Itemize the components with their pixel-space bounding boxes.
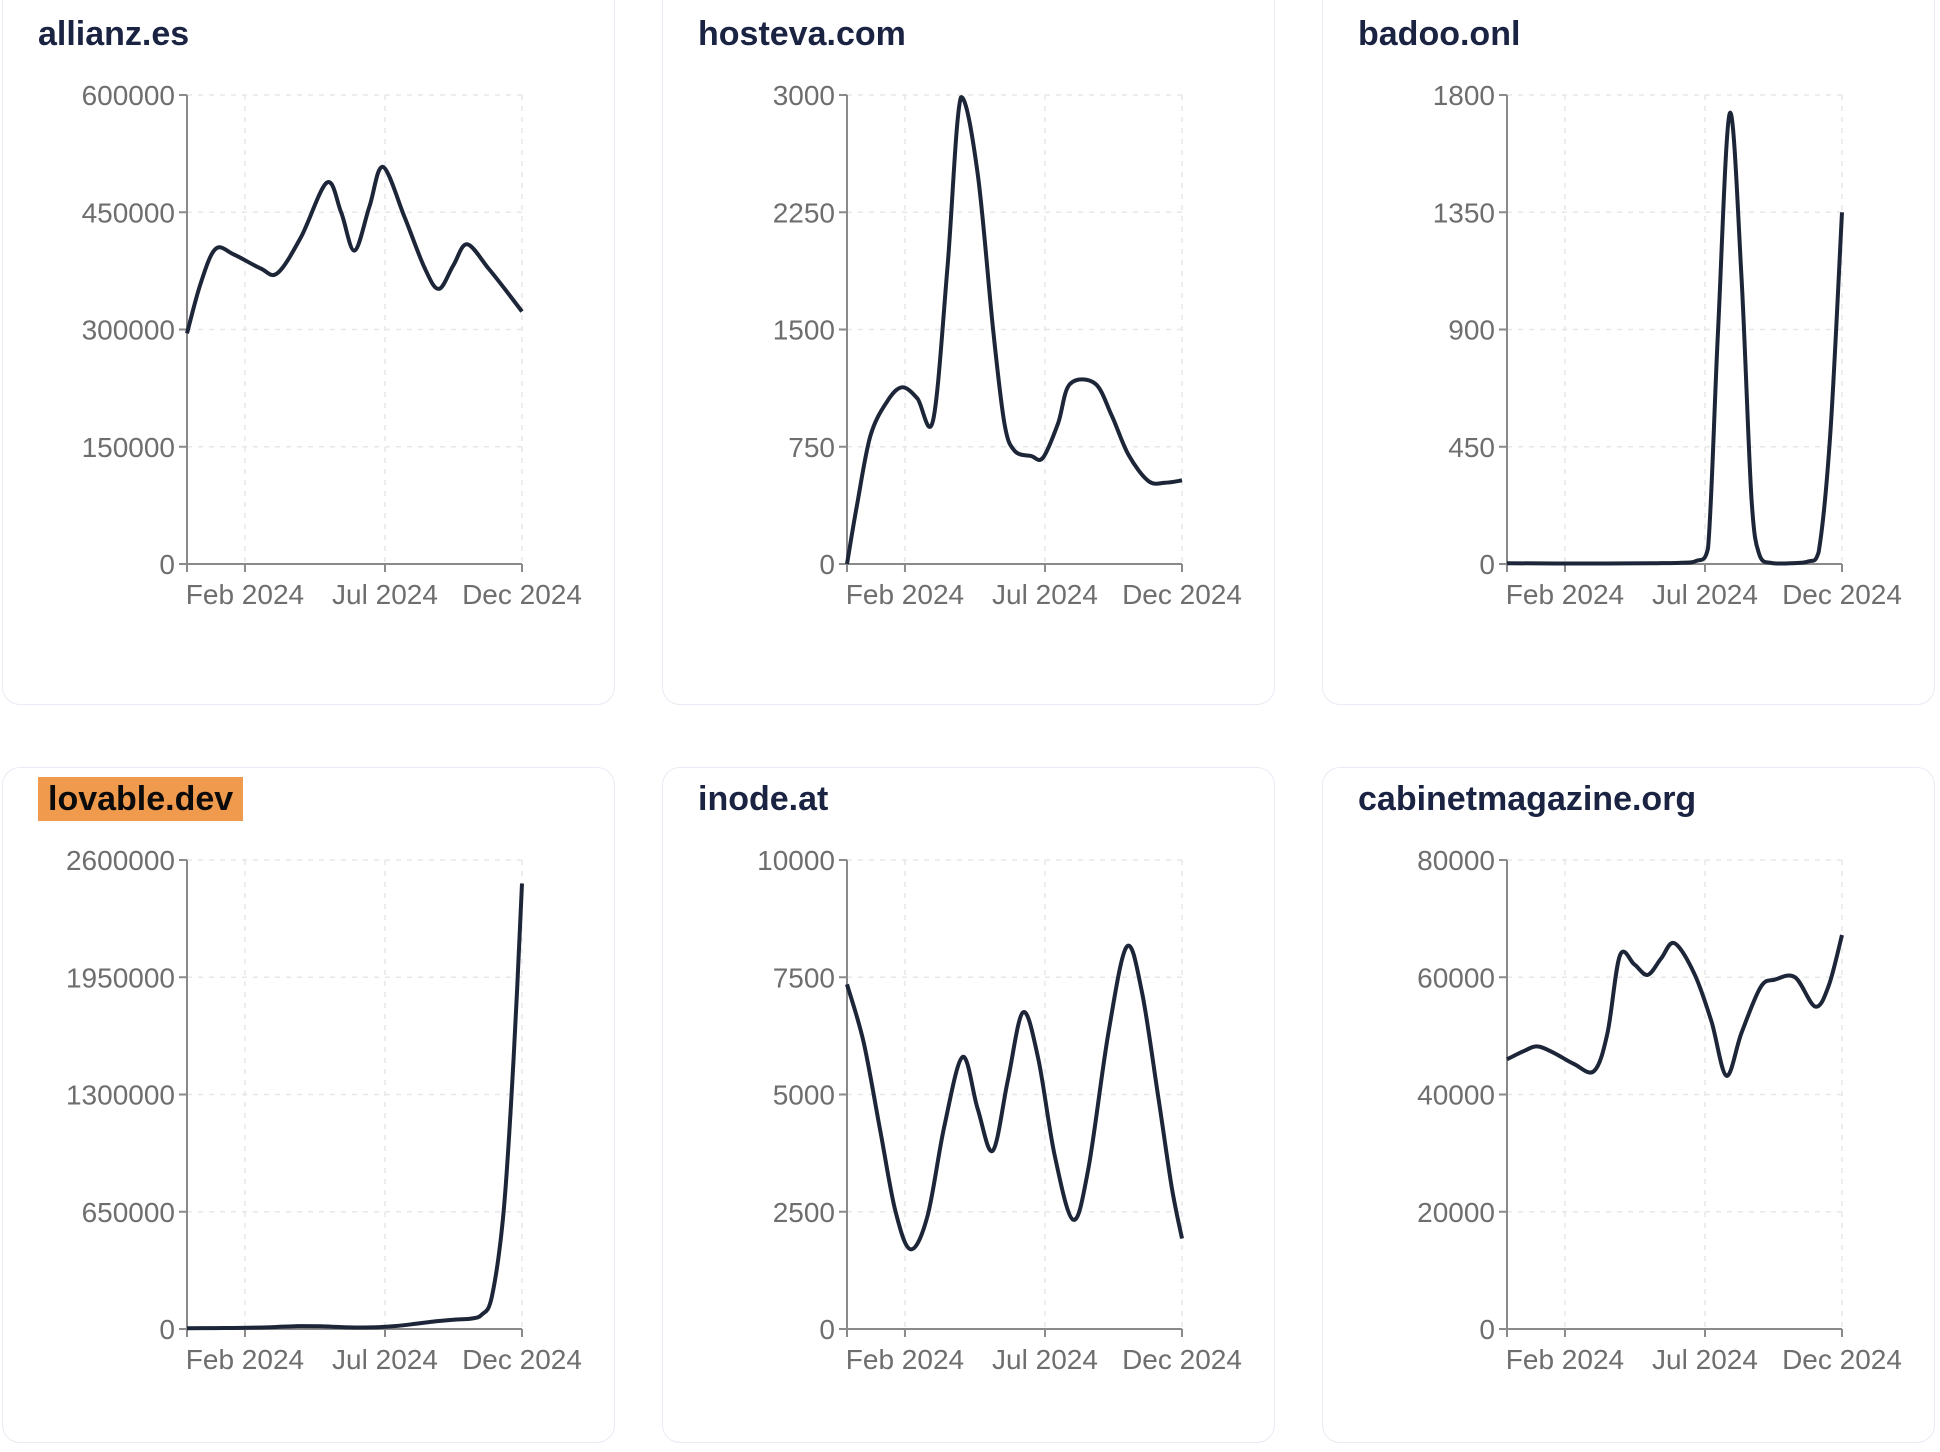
traffic-line-chart: Feb 2024 Jul 2024 Dec 2024 600000 450000 3000… xyxy=(82,80,582,610)
chart-title: allianz.es xyxy=(38,13,189,56)
x-tick-label: Feb 2024 xyxy=(1506,579,1624,610)
x-tick-label: Feb 2024 xyxy=(846,579,964,610)
x-tick-label: Feb 2024 xyxy=(186,1344,304,1375)
chart-title-text: hosteva.com xyxy=(698,15,906,53)
chart-title: cabinetmagazine.org xyxy=(1358,778,1696,821)
domain-card[interactable] xyxy=(2,0,615,705)
x-tick-label: Jul 2024 xyxy=(992,1344,1098,1375)
x-tick-label: Dec 2024 xyxy=(1782,1344,1902,1375)
y-tick-label: 1950000 xyxy=(66,962,175,993)
axis-lines xyxy=(186,860,522,1337)
traffic-line xyxy=(185,164,524,334)
chart-title: lovable.dev xyxy=(38,777,244,821)
x-tick-label: Jul 2024 xyxy=(332,579,438,610)
y-tick-label: 0 xyxy=(819,1314,835,1345)
y-tick-label: 1500 xyxy=(773,315,835,346)
y-tick-label: 0 xyxy=(159,549,175,580)
traffic-line-chart: Feb 2024 Jul 2024 Dec 2024 3000 2250 1500 750 0 xyxy=(773,80,1242,610)
y-tick-label: 2500 xyxy=(773,1197,835,1228)
y-tick-label: 40000 xyxy=(1417,1080,1495,1111)
traffic-line xyxy=(1506,934,1844,1078)
chart-title-text: badoo.onl xyxy=(1358,15,1521,53)
traffic-line-chart: Feb 2024 Jul 2024 Dec 2024 80000 60000 40000 2… xyxy=(1417,845,1902,1375)
traffic-line-chart: Feb 2024 Jul 2024 Dec 2024 10000 7500 5000 250… xyxy=(757,845,1242,1375)
y-tick-label: 650000 xyxy=(82,1197,175,1228)
y-tick-label: 7500 xyxy=(773,962,835,993)
chart-title-highlight: lovable.dev xyxy=(38,777,244,821)
chart-title-text: cabinetmagazine.org xyxy=(1358,780,1697,818)
y-tick-label: 20000 xyxy=(1417,1197,1495,1228)
y-tick-label: 450000 xyxy=(82,197,175,228)
chart-title: hosteva.com xyxy=(698,13,906,56)
axis-lines xyxy=(1506,95,1842,572)
y-tick-label: 0 xyxy=(1479,549,1495,580)
x-tick-label: Jul 2024 xyxy=(1652,1344,1758,1375)
domain-card[interactable] xyxy=(1322,767,1935,1443)
x-tick-label: Dec 2024 xyxy=(462,579,582,610)
axis-lines xyxy=(846,95,1182,572)
y-tick-label: 5000 xyxy=(773,1080,835,1111)
chart-title-text: inode.at xyxy=(698,780,829,818)
x-tick-label: Jul 2024 xyxy=(1652,579,1758,610)
x-tick-label: Dec 2024 xyxy=(1122,1344,1242,1375)
y-tick-label: 60000 xyxy=(1417,962,1495,993)
y-tick-label: 900 xyxy=(1448,315,1495,346)
x-tick-label: Dec 2024 xyxy=(1782,579,1902,610)
y-tick-label: 80000 xyxy=(1417,845,1495,876)
traffic-line xyxy=(845,943,1184,1252)
y-tick-label: 600000 xyxy=(82,80,175,111)
x-tick-label: Jul 2024 xyxy=(992,579,1098,610)
y-tick-label: 2250 xyxy=(773,197,835,228)
y-tick-label: 300000 xyxy=(82,315,175,346)
chart-title: inode.at xyxy=(698,778,828,821)
x-tick-label: Dec 2024 xyxy=(462,1344,582,1375)
y-tick-label: 1350 xyxy=(1433,197,1495,228)
traffic-line xyxy=(1506,111,1844,566)
domain-card[interactable] xyxy=(1322,0,1935,705)
y-tick-label: 10000 xyxy=(757,845,835,876)
axis-lines xyxy=(1506,860,1842,1337)
traffic-line xyxy=(845,95,1183,565)
y-tick-label: 2600000 xyxy=(66,845,175,876)
y-tick-label: 150000 xyxy=(82,432,175,463)
axis-lines xyxy=(846,860,1182,1337)
axis-lines xyxy=(186,95,522,572)
x-tick-label: Feb 2024 xyxy=(186,579,304,610)
x-tick-label: Feb 2024 xyxy=(1506,1344,1624,1375)
y-tick-label: 1300000 xyxy=(66,1080,175,1111)
domain-card[interactable] xyxy=(662,767,1275,1443)
chart-title: badoo.onl xyxy=(1358,13,1520,56)
y-tick-label: 3000 xyxy=(773,80,835,111)
traffic-line xyxy=(186,883,524,1331)
y-tick-label: 750 xyxy=(788,432,835,463)
y-tick-label: 0 xyxy=(819,549,835,580)
x-tick-label: Feb 2024 xyxy=(846,1344,964,1375)
y-tick-label: 0 xyxy=(1479,1314,1495,1345)
chart-title-text: allianz.es xyxy=(38,15,190,53)
y-tick-label: 1800 xyxy=(1433,80,1495,111)
y-tick-label: 0 xyxy=(159,1314,175,1345)
x-tick-label: Jul 2024 xyxy=(332,1344,438,1375)
x-tick-label: Dec 2024 xyxy=(1122,579,1242,610)
traffic-line-chart: Feb 2024 Jul 2024 Dec 2024 2600000 1950000 13… xyxy=(66,845,582,1375)
traffic-line-chart: Feb 2024 Jul 2024 Dec 2024 1800 1350 900 450 0 xyxy=(1433,80,1902,610)
y-tick-label: 450 xyxy=(1448,432,1495,463)
